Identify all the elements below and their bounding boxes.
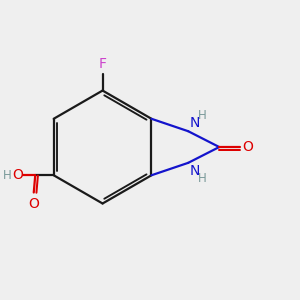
Text: N: N	[190, 116, 200, 130]
Text: H: H	[3, 169, 12, 182]
Text: O: O	[28, 197, 39, 211]
Text: H: H	[198, 109, 206, 122]
Text: O: O	[242, 140, 253, 154]
Text: N: N	[190, 164, 200, 178]
Text: H: H	[198, 172, 206, 185]
Text: O: O	[12, 168, 23, 182]
Text: F: F	[99, 57, 106, 70]
